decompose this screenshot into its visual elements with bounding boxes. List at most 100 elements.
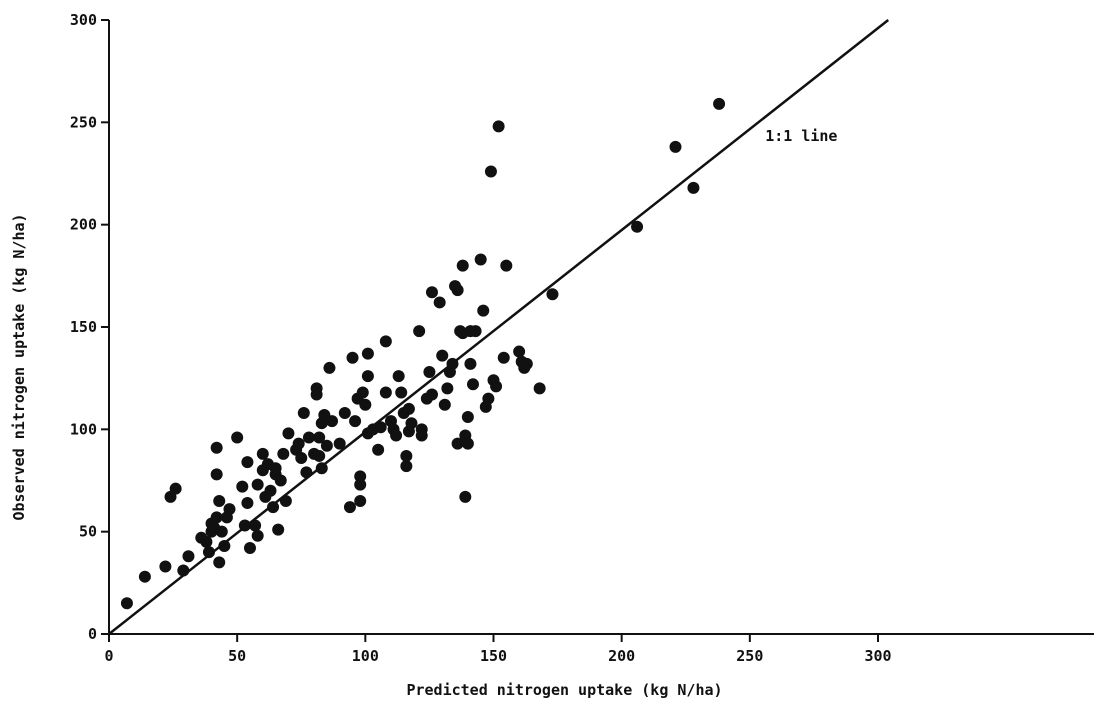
data-point [182, 550, 195, 563]
data-point [274, 474, 287, 487]
data-point [210, 441, 223, 454]
data-point [346, 351, 359, 364]
x-axis-ticks: 0 50 100 150 200 250 300 [104, 634, 892, 665]
x-axis-title: Predicted nitrogen uptake (kg N/ha) [406, 681, 722, 699]
data-point [297, 406, 310, 419]
data-point [513, 345, 526, 358]
data-point [392, 370, 405, 383]
data-point [277, 447, 290, 460]
y-axis-title: Observed nitrogen uptake (kg N/ha) [10, 213, 28, 520]
data-point [482, 392, 495, 405]
data-point [477, 304, 490, 317]
data-point [631, 220, 644, 233]
data-point [379, 386, 392, 399]
data-point [451, 284, 464, 297]
data-point [379, 335, 392, 348]
data-point [210, 468, 223, 481]
y-tick-label: 200 [70, 216, 97, 234]
data-point [425, 286, 438, 299]
y-tick-label: 0 [88, 625, 97, 643]
x-tick-label: 200 [608, 647, 635, 665]
data-point [256, 447, 269, 460]
data-point [338, 406, 351, 419]
data-point [269, 462, 282, 475]
data-point [461, 437, 474, 450]
data-point [490, 380, 503, 393]
data-point [533, 382, 546, 395]
data-point [231, 431, 244, 444]
data-point [459, 490, 472, 503]
x-tick-label: 0 [104, 647, 113, 665]
data-point [264, 484, 277, 497]
x-tick-label: 150 [480, 647, 507, 665]
x-tick-label: 300 [864, 647, 891, 665]
data-point [349, 415, 362, 428]
data-point [469, 325, 482, 338]
data-point [333, 437, 346, 450]
data-point [456, 259, 469, 272]
y-tick-label: 100 [70, 420, 97, 438]
data-point [354, 478, 367, 491]
data-point [402, 402, 415, 415]
data-point [669, 140, 682, 153]
one-to-one-line-label: 1:1 line [765, 127, 837, 145]
data-point [241, 497, 254, 510]
data-point [497, 351, 510, 364]
data-point [433, 296, 446, 309]
data-point [218, 539, 231, 552]
data-point [436, 349, 449, 362]
data-point [413, 325, 426, 338]
data-point [474, 253, 487, 266]
data-point [687, 181, 700, 194]
data-point [292, 437, 305, 450]
data-point [282, 427, 295, 440]
data-point [464, 357, 477, 370]
data-point [359, 398, 372, 411]
data-point [425, 388, 438, 401]
data-point [313, 431, 326, 444]
data-point [200, 535, 213, 548]
data-point [323, 361, 336, 374]
data-point [466, 378, 479, 391]
y-tick-label: 250 [70, 113, 97, 131]
data-point [356, 386, 369, 399]
data-point [213, 556, 226, 569]
data-point [441, 382, 454, 395]
y-tick-label: 50 [79, 523, 97, 541]
data-point [520, 357, 533, 370]
data-point [405, 417, 418, 430]
data-points [120, 97, 726, 610]
data-point [313, 449, 326, 462]
data-point [451, 437, 464, 450]
data-point [484, 165, 497, 178]
data-point [243, 542, 256, 555]
data-point [215, 525, 228, 538]
data-point [500, 259, 513, 272]
data-point [223, 503, 236, 516]
data-point [400, 460, 413, 473]
data-point [251, 529, 264, 542]
data-point [438, 398, 451, 411]
data-point [461, 411, 474, 424]
data-point [361, 370, 374, 383]
x-tick-label: 250 [736, 647, 763, 665]
data-point [546, 288, 559, 301]
data-point [159, 560, 172, 573]
data-point [423, 366, 436, 379]
y-tick-label: 300 [70, 11, 97, 29]
data-point [320, 439, 333, 452]
data-point [120, 597, 133, 610]
data-point [390, 429, 403, 442]
one-to-one-line [108, 19, 890, 635]
data-point [210, 511, 223, 524]
data-point [326, 415, 339, 428]
data-point [202, 546, 215, 559]
data-point [354, 494, 367, 507]
data-point [213, 494, 226, 507]
data-point [361, 347, 374, 360]
data-point [302, 431, 315, 444]
data-point [272, 523, 285, 536]
data-point [372, 443, 385, 456]
data-point [169, 482, 182, 495]
